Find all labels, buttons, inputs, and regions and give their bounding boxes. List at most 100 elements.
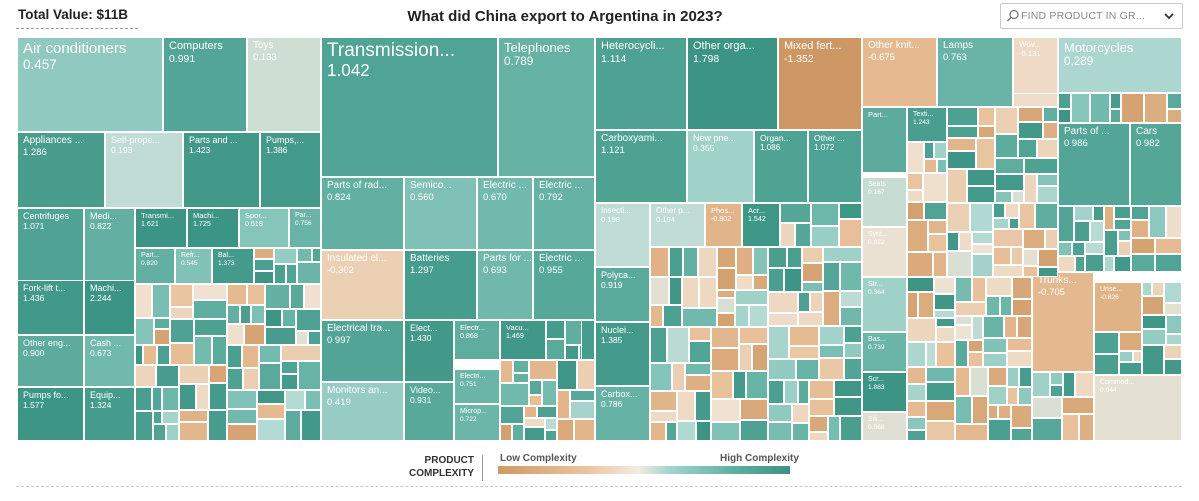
treemap-small-tile[interactable] — [254, 259, 274, 271]
treemap-small-tile[interactable] — [1119, 362, 1142, 375]
treemap-cell[interactable]: Fork-lift t... 1.436 — [17, 280, 84, 335]
treemap-small-tile[interactable] — [286, 264, 297, 284]
treemap-small-tile[interactable] — [955, 424, 988, 441]
treemap-small-tile[interactable] — [995, 134, 1018, 158]
treemap-small-tile[interactable] — [780, 223, 795, 247]
treemap-small-tile[interactable] — [257, 419, 285, 441]
treemap-cell[interactable]: Str... 0.364 — [862, 277, 907, 332]
treemap-small-tile[interactable] — [768, 380, 784, 404]
treemap-small-tile[interactable] — [677, 421, 696, 441]
treemap-small-tile[interactable] — [524, 406, 537, 418]
treemap-small-tile[interactable] — [166, 424, 179, 441]
treemap-small-tile[interactable] — [208, 410, 227, 441]
treemap-cell[interactable]: Sili... 0.068 — [862, 412, 907, 441]
treemap-small-tile[interactable] — [500, 406, 524, 424]
treemap-small-tile[interactable] — [529, 360, 557, 380]
treemap-small-tile[interactable] — [792, 423, 809, 441]
treemap-small-tile[interactable] — [819, 358, 844, 380]
treemap-small-tile[interactable] — [780, 203, 811, 223]
treemap-small-tile[interactable] — [1058, 242, 1072, 256]
treemap-small-tile[interactable] — [736, 247, 753, 275]
treemap-small-tile[interactable] — [1005, 203, 1019, 218]
treemap-small-tile[interactable] — [193, 300, 227, 319]
treemap-small-tile[interactable] — [1131, 238, 1155, 254]
treemap-small-tile[interactable] — [1155, 254, 1182, 272]
treemap-small-tile[interactable] — [546, 320, 565, 339]
treemap-small-tile[interactable] — [968, 352, 983, 367]
treemap-small-tile[interactable] — [928, 234, 947, 252]
treemap-small-tile[interactable] — [557, 419, 574, 441]
treemap-small-tile[interactable] — [749, 305, 768, 327]
treemap-small-tile[interactable] — [227, 390, 257, 409]
treemap-small-tile[interactable] — [565, 345, 579, 360]
treemap-small-tile[interactable] — [907, 252, 933, 277]
treemap-small-tile[interactable] — [557, 390, 570, 419]
treemap-small-tile[interactable] — [565, 320, 582, 345]
treemap-small-tile[interactable] — [798, 292, 810, 312]
treemap-cell[interactable]: Electri... 0.751 — [454, 369, 500, 404]
treemap-small-tile[interactable] — [162, 411, 179, 424]
treemap-small-tile[interactable] — [1119, 332, 1142, 351]
treemap-small-tile[interactable] — [301, 410, 321, 441]
treemap-small-tile[interactable] — [1074, 221, 1090, 242]
treemap-cell[interactable]: Equip... 1.324 — [84, 387, 135, 441]
treemap-small-tile[interactable] — [1032, 397, 1062, 418]
treemap-cell[interactable]: Nuclei... 1.385 — [595, 322, 650, 386]
treemap-cell[interactable]: Electrical tra... 0.997 — [321, 320, 404, 382]
treemap-small-tile[interactable] — [711, 422, 740, 441]
treemap-small-tile[interactable] — [796, 359, 819, 380]
treemap-small-tile[interactable] — [677, 391, 695, 421]
treemap-small-tile[interactable] — [1104, 230, 1118, 256]
treemap-small-tile[interactable] — [170, 319, 194, 343]
treemap-small-tile[interactable] — [1075, 372, 1094, 397]
treemap-small-tile[interactable] — [574, 419, 595, 441]
treemap-cell[interactable]: Cash ... 0.673 — [84, 335, 135, 387]
treemap-cell[interactable]: Toys 0.133 — [247, 37, 321, 132]
treemap-cell[interactable]: Heterocycli... 1.114 — [595, 37, 687, 130]
treemap-small-tile[interactable] — [196, 384, 209, 410]
treemap-small-tile[interactable] — [947, 151, 976, 169]
treemap-small-tile[interactable] — [711, 399, 740, 422]
treemap-cell[interactable]: Machi... 1.725 — [187, 208, 239, 248]
treemap-small-tile[interactable] — [768, 359, 796, 380]
treemap-small-tile[interactable] — [740, 399, 768, 420]
treemap-cell[interactable]: Air conditioners 0.457 — [17, 37, 163, 132]
treemap-small-tile[interactable] — [500, 383, 529, 406]
treemap-small-tile[interactable] — [923, 173, 947, 202]
treemap-cell[interactable]: Bal... 1.373 — [212, 248, 254, 284]
treemap-cell[interactable]: Acr... 1.542 — [742, 203, 780, 247]
treemap-small-tile[interactable] — [297, 262, 321, 284]
treemap-cell[interactable]: Vacu... 1.469 — [500, 320, 546, 360]
treemap-small-tile[interactable] — [153, 424, 166, 441]
treemap-small-tile[interactable] — [240, 305, 251, 324]
treemap-small-tile[interactable] — [967, 186, 995, 203]
treemap-small-tile[interactable] — [650, 422, 666, 441]
treemap-small-tile[interactable] — [907, 220, 928, 252]
treemap-small-tile[interactable] — [1058, 256, 1075, 272]
treemap-small-tile[interactable] — [907, 318, 936, 342]
treemap-small-tile[interactable] — [1037, 186, 1058, 203]
treemap-small-tile[interactable] — [650, 277, 669, 305]
treemap-small-tile[interactable] — [581, 320, 595, 360]
treemap-small-tile[interactable] — [170, 343, 194, 365]
treemap-small-tile[interactable] — [577, 360, 595, 390]
treemap-small-tile[interactable] — [524, 427, 545, 441]
treemap-small-tile[interactable] — [512, 424, 524, 441]
treemap-small-tile[interactable] — [1114, 206, 1131, 219]
treemap-small-tile[interactable] — [1011, 405, 1032, 428]
treemap-small-tile[interactable] — [789, 326, 819, 346]
treemap-small-tile[interactable] — [297, 248, 312, 262]
treemap-cell[interactable]: Electric ... 0.955 — [533, 250, 595, 320]
treemap-small-tile[interactable] — [1167, 93, 1182, 109]
treemap-small-tile[interactable] — [717, 298, 735, 313]
treemap-small-tile[interactable] — [227, 368, 243, 390]
treemap-small-tile[interactable] — [698, 247, 717, 277]
treemap-cell[interactable]: Texti... 1.243 — [907, 107, 947, 142]
treemap-small-tile[interactable] — [986, 296, 1000, 316]
treemap-cell[interactable]: Parts for ... 0.693 — [477, 250, 533, 320]
treemap-small-tile[interactable] — [650, 391, 677, 411]
treemap-small-tile[interactable] — [1062, 414, 1079, 441]
treemap-small-tile[interactable] — [934, 310, 955, 318]
treemap-small-tile[interactable] — [135, 345, 143, 365]
treemap-small-tile[interactable] — [924, 142, 934, 159]
